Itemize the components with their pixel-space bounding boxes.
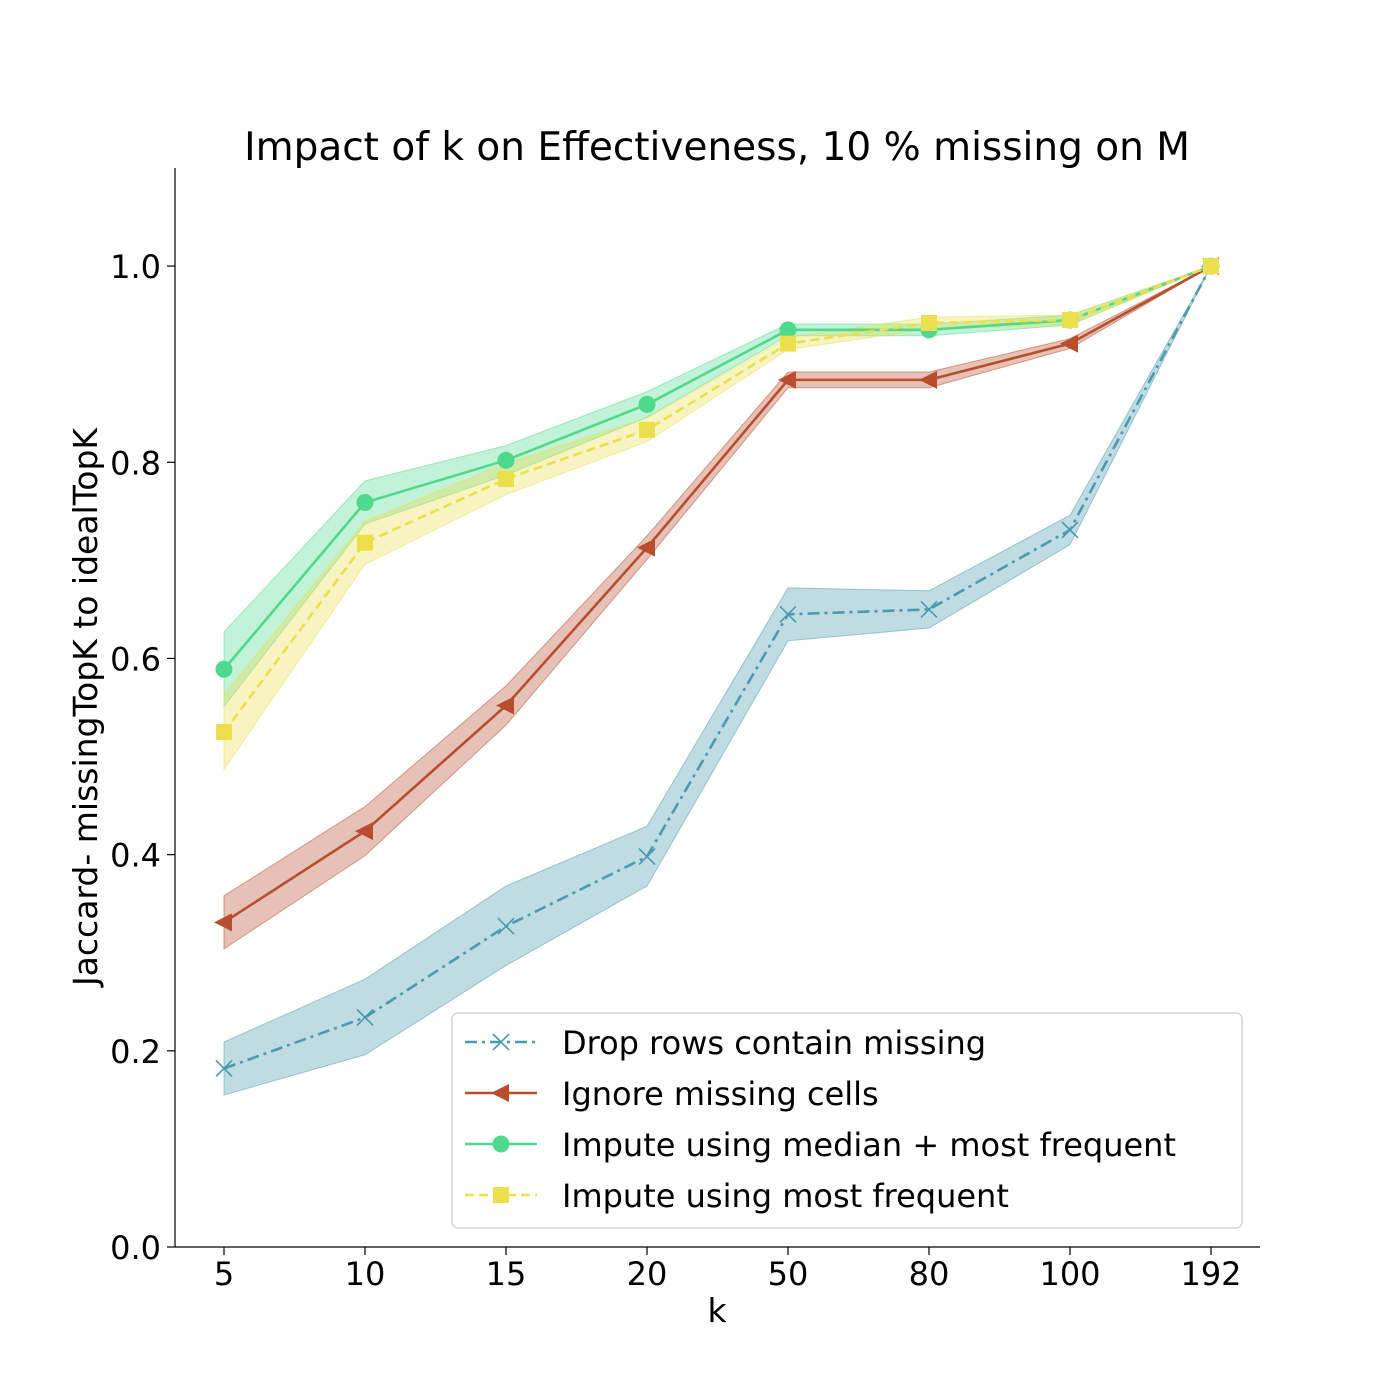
point-series-1-5	[215, 1059, 233, 1078]
x-tick-label: 80	[909, 1255, 950, 1293]
point-series-2-50	[778, 370, 796, 389]
x-tick-label: 10	[345, 1255, 386, 1293]
line-series-2	[223, 264, 1212, 924]
x-tick-label: 15	[486, 1255, 527, 1293]
x-tick-label: 100	[1039, 1255, 1100, 1293]
legend-item: Drop rows contain missing	[465, 1024, 986, 1062]
y-tick-label: 0.4	[110, 837, 161, 875]
point-series-4-20	[639, 421, 655, 438]
legend-label: Drop rows contain missing	[562, 1024, 986, 1062]
point-series-2-15	[496, 696, 514, 715]
error-bands	[223, 265, 1212, 1096]
legend-label: Ignore missing cells	[562, 1075, 879, 1113]
point-series-1-100	[1061, 521, 1079, 539]
x-axis-ticks: 5 10 15 20 50 80 100 192	[214, 1247, 1242, 1293]
series-lines	[222, 264, 1213, 1070]
point-series-1-10	[356, 1008, 374, 1027]
point-series-2-5	[214, 913, 232, 932]
band-series-2	[223, 265, 1212, 950]
y-tick-label: 0.6	[110, 640, 161, 678]
x-tick-label: 50	[768, 1255, 809, 1293]
point-series-4-50	[780, 335, 796, 352]
legend-item: Impute using median + most frequent	[465, 1126, 1176, 1164]
point-series-4-192	[1203, 258, 1219, 275]
point-series-1-80	[920, 600, 938, 618]
point-series-3-50	[779, 321, 797, 339]
line-series-1	[223, 265, 1213, 1070]
point-series-2-100	[1060, 334, 1078, 353]
point-series-2-20	[637, 538, 655, 557]
point-series-4-5	[216, 724, 232, 741]
legend-marker	[493, 1187, 509, 1203]
legend-label: Impute using most frequent	[562, 1177, 1009, 1215]
band-series-1	[223, 265, 1212, 1096]
point-series-1-15	[497, 917, 515, 935]
point-series-4-15	[498, 470, 514, 487]
y-tick-label: 0.2	[110, 1033, 161, 1071]
legend-marker	[491, 1084, 509, 1102]
point-series-2-80	[919, 370, 937, 389]
legend-marker	[492, 1135, 510, 1153]
point-series-4-80	[921, 314, 937, 331]
point-series-1-20	[638, 848, 656, 866]
x-tick-label: 5	[214, 1255, 234, 1293]
point-series-4-100	[1062, 312, 1078, 329]
legend-frame	[451, 1012, 1243, 1229]
legend-label: Impute using median + most frequent	[562, 1126, 1176, 1164]
point-series-3-5	[215, 660, 233, 678]
y-tick-label: 0.8	[110, 444, 161, 482]
point-series-3-20	[638, 395, 656, 413]
point-series-2-10	[355, 822, 373, 841]
band-series-3	[223, 265, 1212, 708]
y-axis-label: Jaccard- missingTopK to idealTopK	[66, 427, 105, 988]
legend-marker	[492, 1033, 510, 1051]
legend-item: Impute using most frequent	[465, 1177, 1009, 1215]
y-axis-ticks: 0.0 0.2 0.4 0.6 0.8 1.0	[110, 248, 175, 1267]
legend: Drop rows contain missing Ignore missing …	[451, 1012, 1243, 1229]
chart-title: Impact of k on Effectiveness, 10 % missi…	[244, 125, 1190, 170]
y-tick-label: 1.0	[110, 248, 161, 286]
series-markers	[214, 257, 1220, 1078]
y-tick-label: 0.0	[110, 1229, 161, 1267]
x-axis-label: k	[707, 1291, 727, 1330]
x-tick-label: 192	[1180, 1255, 1241, 1293]
point-series-3-15	[497, 451, 515, 469]
x-tick-label: 20	[627, 1255, 668, 1293]
legend-item: Ignore missing cells	[465, 1075, 879, 1113]
point-series-3-10	[356, 493, 374, 511]
line-series-3	[223, 264, 1212, 671]
line-series-4	[222, 264, 1212, 733]
point-series-4-10	[357, 534, 373, 551]
point-series-1-50	[779, 605, 797, 623]
